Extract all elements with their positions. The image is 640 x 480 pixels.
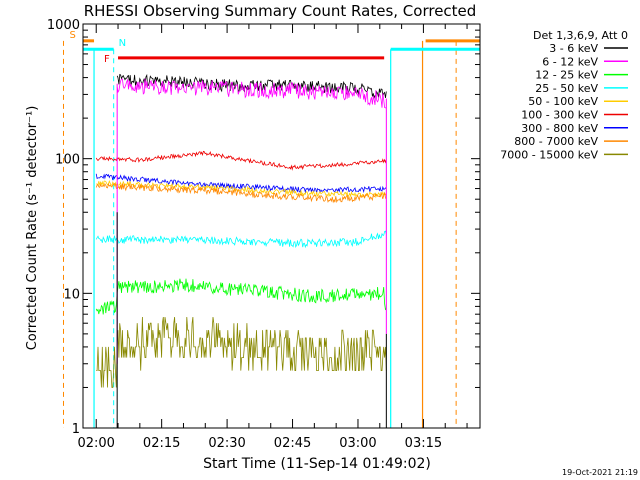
series-line-3 [95, 173, 387, 194]
y-tick-label: 1000 [47, 18, 80, 33]
flag-label-s: S [69, 30, 75, 41]
y-tick-label: 1 [72, 422, 80, 437]
legend-entry-label: 25 - 50 keV [535, 82, 598, 95]
legend-entry-label: 12 - 25 keV [535, 69, 598, 82]
legend-header: Det 1,3,6,9, Att 0 [533, 29, 628, 42]
plot-area: S NF [62, 30, 480, 428]
series-line-6 [95, 230, 387, 249]
x-tick-label: 02:00 [77, 436, 114, 451]
axes: 1 10 100 1000 02:00 02:15 02:30 02:45 03:00 03:15 [47, 18, 481, 451]
chart-title: RHESSI Observing Summary Count Rates, Co… [84, 2, 477, 20]
plot-frame [82, 23, 481, 429]
legend-entry-label: 50 - 100 keV [528, 95, 598, 108]
series-line-7 [95, 278, 387, 315]
legend-entry-label: 800 - 7000 keV [514, 135, 598, 148]
series-line-0 [116, 73, 387, 100]
y-tick-label: 10 [63, 287, 80, 302]
x-tick-label: 03:15 [405, 436, 442, 451]
legend-entry-label: 300 - 800 keV [521, 122, 598, 135]
legend-entry-label: 6 - 12 keV [542, 55, 598, 68]
series-line-2 [95, 150, 387, 171]
x-tick-label: 02:15 [143, 436, 180, 451]
x-tick-label: 02:45 [274, 436, 311, 451]
y-axis-label: Corrected Count Rate (s⁻¹ detector⁻¹) [25, 106, 40, 351]
x-tick-label: 03:00 [339, 436, 376, 451]
legend-entry-label: 100 - 300 keV [521, 109, 598, 122]
legend-entry-label: 3 - 6 keV [549, 42, 598, 55]
flag-label-f: F [104, 54, 110, 65]
series-line-5 [95, 182, 387, 204]
legend-entry-label: 7000 - 15000 keV [500, 148, 598, 161]
series-line-1 [116, 78, 387, 109]
timestamp: 19-Oct-2021 21:19 [562, 468, 638, 477]
x-tick-label: 02:30 [208, 436, 245, 451]
flag-label-n: N [119, 38, 126, 49]
series-line-8 [96, 316, 387, 388]
x-axis-label: Start Time (11-Sep-14 01:49:02) [203, 456, 431, 472]
y-tick-label: 100 [55, 153, 80, 168]
